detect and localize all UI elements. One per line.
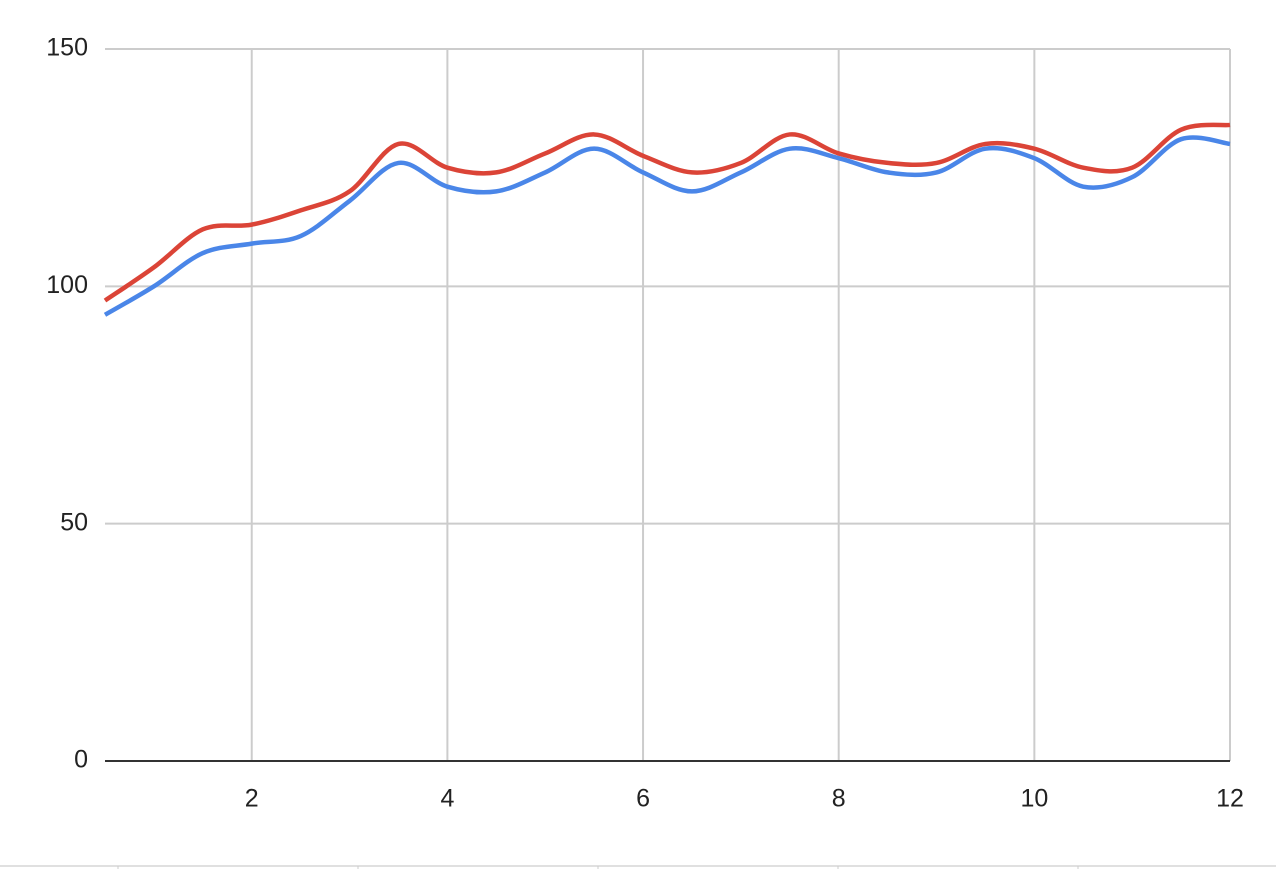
x-tick-label: 4 (440, 785, 454, 813)
x-tick-label: 12 (1216, 785, 1244, 813)
y-tick-label: 150 (46, 34, 88, 62)
y-tick-label: 0 (74, 746, 88, 774)
series-line (103, 135, 1231, 317)
x-tick-label: 8 (832, 785, 846, 813)
x-tick-label: 2 (245, 785, 259, 813)
y-tick-label: 100 (46, 271, 88, 299)
series-line (103, 122, 1231, 303)
x-tick-label: 10 (1020, 785, 1048, 813)
x-tick-label: 6 (636, 785, 650, 813)
y-tick-label: 50 (60, 508, 88, 536)
